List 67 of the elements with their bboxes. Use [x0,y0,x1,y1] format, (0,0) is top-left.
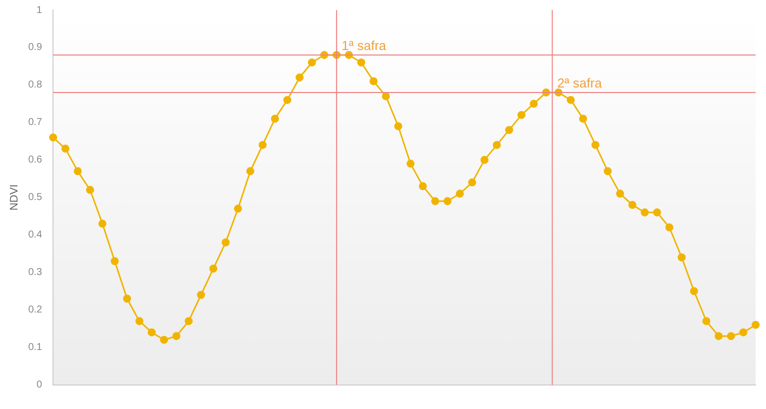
point [604,167,612,176]
point [752,320,760,329]
point [530,100,538,108]
y-tick-label: 0.8 [28,80,43,91]
point [628,200,636,209]
point [406,160,415,168]
y-tick-label: 0.5 [28,192,43,204]
point [123,294,132,303]
point [591,140,600,149]
y-tick-label: 0.1 [28,342,43,354]
point [468,178,476,186]
point [308,58,316,66]
y-tick-label: 1 [36,4,43,16]
point [456,190,464,198]
point [184,317,193,326]
point [505,126,514,134]
point [678,253,686,262]
point [160,336,168,344]
ref-line-label: 2ª safra [557,75,603,90]
point [209,264,218,273]
point [739,328,748,336]
point [283,96,292,104]
point [222,238,230,246]
point [148,328,156,336]
y-tick-label: 0.9 [28,42,43,54]
point [640,208,649,216]
point [431,197,440,206]
point [172,332,180,340]
ref-line-label: 1ª safra [342,38,387,53]
y-tick-label: 0.3 [28,267,43,278]
y-tick-label: 0.4 [28,230,43,241]
point [270,114,279,123]
point [517,110,526,119]
point [86,186,94,194]
point [616,190,624,198]
point [665,223,674,232]
y-tick-label: 0.6 [28,154,43,166]
point [246,167,254,176]
y-tick-label: 0.7 [28,117,43,128]
point [492,140,501,149]
point [653,208,662,216]
point [418,182,427,190]
point [98,220,106,228]
point [566,96,575,104]
point [726,332,735,340]
point [394,122,402,130]
y-tick-label: 0 [36,380,43,391]
point [579,114,588,123]
point [49,133,58,142]
point [444,197,452,206]
point [110,257,119,266]
y-tick-label: 0.2 [28,304,43,316]
point [480,156,488,164]
point [714,332,723,340]
y-axis-title: NDVI [8,184,21,211]
point [258,140,267,149]
point [370,77,378,86]
point [357,58,366,66]
point [702,317,710,326]
point [296,73,304,82]
point [135,317,144,326]
point [61,144,70,153]
point [74,167,82,176]
point [382,92,390,100]
point [234,204,242,213]
point [690,287,698,296]
point [197,290,206,299]
